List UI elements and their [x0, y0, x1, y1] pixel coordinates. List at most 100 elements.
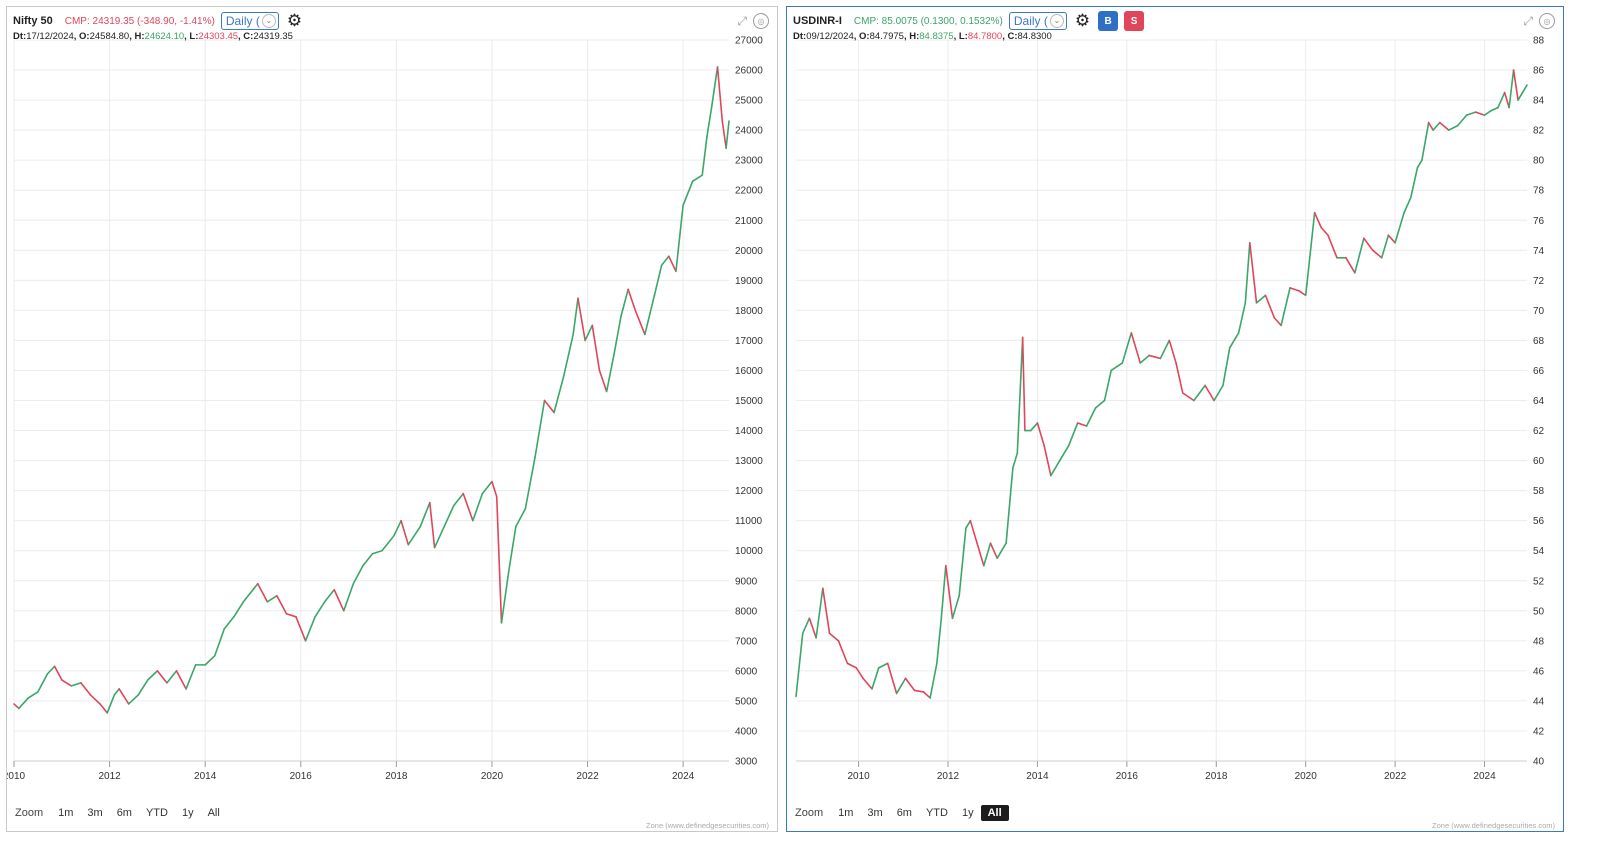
y-axis: 40 42 44 46 48 50 52 54 56 58 60 62 64 66 68 70 72 74 76 78…: [1533, 36, 1545, 768]
zoom-button-3m[interactable]: 3m: [867, 807, 883, 819]
grid-lines: [796, 39, 1527, 762]
y-tick-label: 88: [1533, 36, 1545, 47]
price-segment: [1204, 384, 1215, 402]
y-tick-label: 62: [1533, 426, 1545, 437]
zoom-button-6m[interactable]: 6m: [896, 807, 912, 819]
price-segment: [1181, 392, 1195, 402]
price-segment: [1139, 354, 1151, 364]
price-segment: [1421, 121, 1430, 161]
x-tick-label: 2024: [1473, 771, 1496, 782]
price-segment: [1345, 257, 1356, 274]
y-tick-label: 52: [1533, 576, 1545, 587]
price-segment: [472, 492, 484, 522]
y-tick-label: 48: [1533, 636, 1545, 647]
zoom-button-ytd[interactable]: YTD: [145, 807, 168, 819]
low-label: , L:: [953, 31, 968, 42]
price-segment: [407, 525, 422, 546]
y-tick-label: 80: [1533, 156, 1545, 167]
y-tick-label: 27000: [735, 36, 763, 47]
gear-icon[interactable]: ⚙: [286, 11, 303, 30]
price-segment: [895, 677, 907, 695]
zoom-button-all[interactable]: All: [207, 807, 220, 819]
price-segment: [37, 673, 49, 693]
gear-icon[interactable]: ⚙: [1074, 11, 1091, 30]
price-segment: [371, 549, 383, 555]
symbol-label[interactable]: USDINR-I: [793, 15, 842, 27]
price-segment: [323, 588, 336, 603]
y-tick-label: 86: [1533, 66, 1545, 77]
expand-icon[interactable]: ⤢: [1523, 13, 1533, 28]
price-segment: [1085, 407, 1097, 427]
dt-label: Dt:: [13, 31, 27, 42]
close-label: , C:: [238, 31, 254, 42]
price-segment: [904, 677, 916, 692]
price-segment: [871, 667, 880, 690]
y-tick-label: 54: [1533, 546, 1545, 557]
price-segment: [591, 324, 601, 372]
buy-button[interactable]: B: [1098, 11, 1119, 31]
y-tick-label: 14000: [735, 426, 763, 437]
price-series: [795, 69, 1528, 699]
price-segment: [682, 180, 694, 207]
price-segment: [70, 682, 82, 687]
price-segment: [333, 588, 345, 612]
dt-value: 17/12/2024: [26, 31, 74, 42]
low-value: 24303.45: [198, 31, 239, 42]
nifty-chart-panel[interactable]: 3000 4000 5000 6000 7000 8000 9000 10000 11000 12…: [6, 6, 778, 832]
price-segment: [1432, 121, 1441, 131]
zoom-button-6m[interactable]: 6m: [116, 807, 132, 819]
nifty-price-chart[interactable]: 3000 4000 5000 6000 7000 8000 9000 10000 11000 12…: [7, 7, 777, 831]
zoom-button-1y[interactable]: 1y: [961, 807, 974, 819]
y-tick-label: 19000: [735, 276, 763, 287]
zoom-button-all[interactable]: All: [980, 805, 1009, 821]
price-segment: [1280, 287, 1291, 327]
price-segment: [922, 691, 931, 699]
price-segment: [137, 679, 149, 696]
interval-dropdown[interactable]: Daily ( ⌄: [1008, 12, 1067, 30]
y-tick-label: 8000: [735, 606, 758, 617]
price-segment: [572, 297, 579, 336]
snapshot-icon[interactable]: ◎: [1539, 13, 1555, 29]
zoom-button-1y[interactable]: 1y: [181, 807, 194, 819]
price-segment: [118, 688, 130, 705]
price-series: [13, 66, 730, 714]
y-tick-label: 25000: [735, 96, 763, 107]
price-segment: [1273, 317, 1282, 327]
x-tick-label: 2024: [672, 771, 695, 782]
price-segment: [433, 525, 445, 549]
price-segment: [213, 628, 226, 657]
price-segment: [1193, 384, 1206, 402]
zoom-button-1m[interactable]: 1m: [58, 807, 74, 819]
price-segment: [584, 324, 594, 342]
high-label: , H:: [129, 31, 145, 42]
price-segment: [491, 480, 498, 498]
price-segment: [706, 105, 713, 137]
price-segment: [855, 667, 864, 680]
y-tick-label: 22000: [735, 186, 763, 197]
price-segment: [27, 691, 39, 699]
price-segment: [524, 456, 536, 510]
expand-icon[interactable]: ⤢: [737, 13, 747, 28]
price-segment: [815, 587, 824, 639]
zoom-button-1m[interactable]: 1m: [838, 807, 854, 819]
symbol-label[interactable]: Nifty 50: [13, 15, 53, 27]
y-tick-label: 70: [1533, 306, 1545, 317]
price-segment: [1354, 237, 1365, 274]
usdinr-chart-panel[interactable]: 40 42 44 46 48 50 52 54 56 58 60 62 64 66 68 70 72 74 76 78…: [786, 6, 1564, 832]
zoom-button-ytd[interactable]: YTD: [925, 807, 948, 819]
snapshot-icon[interactable]: ◎: [753, 13, 769, 29]
zoom-button-3m[interactable]: 3m: [87, 807, 103, 819]
x-tick-label: 2018: [1205, 771, 1228, 782]
usdinr-price-chart[interactable]: 40 42 44 46 48 50 52 54 56 58 60 62 64 66 68 70 72 74 76 78…: [787, 7, 1563, 831]
price-segment: [667, 255, 677, 273]
y-tick-label: 26000: [735, 66, 763, 77]
y-tick-label: 24000: [735, 126, 763, 137]
price-segment: [534, 399, 546, 459]
y-tick-label: 13000: [735, 456, 763, 467]
y-tick-label: 6000: [735, 666, 758, 677]
sell-button[interactable]: S: [1124, 11, 1145, 31]
high-label: , H:: [903, 31, 920, 42]
interval-dropdown[interactable]: Daily ( ⌄: [220, 12, 279, 30]
price-segment: [936, 617, 943, 665]
price-segment: [1380, 234, 1390, 259]
